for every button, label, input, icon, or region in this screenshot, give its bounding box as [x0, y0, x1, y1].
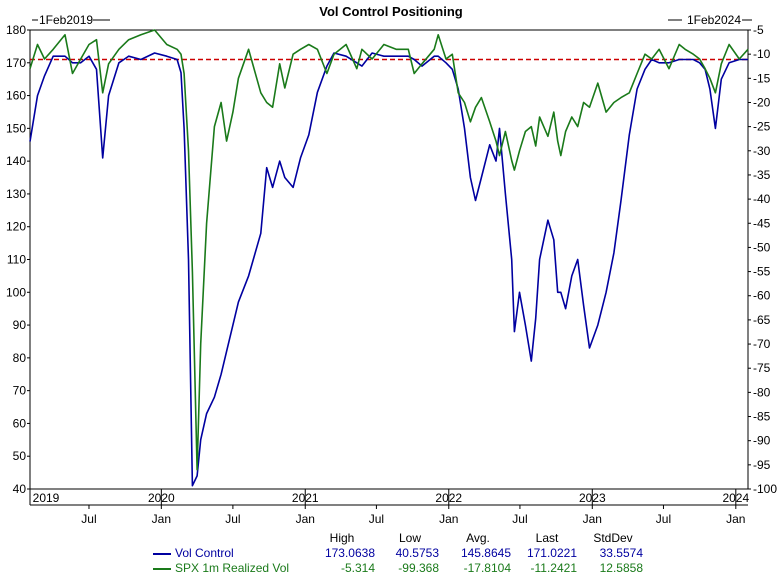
month-label: Jul — [369, 512, 384, 526]
right-tick-label: -35 — [753, 168, 771, 182]
right-tick-label: -30 — [753, 144, 771, 158]
stat-stddev: 12.5858 — [599, 561, 643, 575]
right-tick-label: -75 — [753, 361, 771, 375]
legend-swatch — [153, 567, 171, 570]
stats-header-spacer — [150, 531, 306, 546]
right-tick-label: -20 — [753, 95, 771, 109]
stats-header-avg: Avg. — [466, 531, 490, 545]
stats-header-stddev: StdDev — [593, 531, 633, 545]
right-tick-label: -15 — [753, 71, 771, 85]
right-tick-label: -80 — [753, 385, 771, 399]
stat-high: 173.0638 — [324, 546, 375, 560]
month-label: Jul — [225, 512, 240, 526]
stats-header-low: Low — [398, 531, 421, 545]
month-label: Jan — [726, 512, 745, 526]
right-tick-label: -65 — [753, 313, 771, 327]
month-label: Jan — [439, 512, 458, 526]
plot-frame — [29, 29, 749, 490]
stat-last: 171.0221 — [526, 546, 577, 560]
stats-header-last: Last — [535, 531, 559, 545]
plot-area: 40 50 60 70 80 90 100 110 120 130 140 150 160 170 180 -… — [6, 13, 777, 526]
end-date-label: 1Feb2024 — [687, 13, 741, 27]
right-tick-label: -10 — [753, 47, 771, 61]
left-tick-label: 110 — [7, 253, 26, 267]
right-tick-label: -60 — [753, 289, 771, 303]
year-label: 2024 — [722, 491, 749, 505]
year-label: 2020 — [148, 491, 175, 505]
legend-item-spx-vol: SPX 1m Realized Vol — [150, 561, 306, 576]
stats-header-high: High — [329, 531, 355, 545]
stats-row-spx-vol: SPX 1m Realized Vol -5.314 -99.368 -17.8… — [150, 561, 646, 576]
left-tick-label: 40 — [13, 482, 27, 496]
left-tick-label: 160 — [6, 89, 26, 103]
month-label: Jul — [656, 512, 671, 526]
month-label: Jan — [152, 512, 171, 526]
left-tick-label: 100 — [6, 285, 26, 299]
start-date-label: 1Feb2019 — [39, 13, 93, 27]
right-tick-label: -50 — [753, 240, 771, 254]
chart-title: Vol Control Positioning — [319, 4, 463, 19]
left-tick-label: 150 — [6, 121, 26, 135]
left-tick-label: 130 — [6, 187, 26, 201]
legend-item-vol-control: Vol Control — [150, 546, 306, 561]
stat-avg: -17.8104 — [463, 561, 511, 575]
month-label: Jan — [296, 512, 315, 526]
right-tick-label: -25 — [753, 120, 771, 134]
left-tick-label: 60 — [13, 416, 27, 430]
year-label: 2021 — [292, 491, 319, 505]
stats-table: High Low Avg. Last StdDev Vol Control 17… — [150, 531, 646, 576]
legend-label: SPX 1m Realized Vol — [175, 561, 290, 575]
left-tick-label: 70 — [13, 384, 27, 398]
right-tick-label: -90 — [753, 434, 771, 448]
right-tick-label: -70 — [753, 337, 771, 351]
year-label: 2022 — [435, 491, 462, 505]
year-label: 2023 — [579, 491, 606, 505]
right-tick-label: -45 — [753, 216, 771, 230]
legend-label: Vol Control — [175, 546, 234, 560]
stat-last: -11.2421 — [530, 561, 577, 575]
left-tick-label: 140 — [6, 154, 26, 168]
month-label: Jul — [81, 512, 96, 526]
stat-high: -5.314 — [340, 561, 375, 575]
left-tick-label: 80 — [13, 351, 27, 365]
left-tick-label: 50 — [13, 449, 27, 463]
series-line-spx-vol — [29, 29, 749, 471]
right-tick-label: -55 — [753, 265, 771, 279]
series-line-vol-control — [29, 52, 748, 487]
right-tick-label: -85 — [753, 410, 771, 424]
stats-row-vol-control: Vol Control 173.0638 40.5753 145.8645 17… — [150, 546, 646, 561]
left-tick-label: 180 — [6, 23, 26, 37]
legend-swatch — [153, 552, 171, 555]
stat-avg: 145.8645 — [460, 546, 511, 560]
left-tick-label: 170 — [6, 56, 26, 70]
stat-low: -99.368 — [398, 561, 439, 575]
year-label: 2019 — [33, 491, 60, 505]
left-tick-label: 120 — [6, 220, 26, 234]
right-tick-label: -100 — [753, 482, 777, 496]
right-tick-label: -95 — [753, 458, 771, 472]
stat-low: 40.5753 — [395, 546, 439, 560]
month-label: Jan — [583, 512, 602, 526]
right-tick-label: -40 — [753, 192, 771, 206]
month-label: Jul — [512, 512, 527, 526]
stat-stddev: 33.5574 — [599, 546, 643, 560]
right-tick-label: -5 — [753, 23, 764, 37]
left-tick-label: 90 — [13, 318, 27, 332]
